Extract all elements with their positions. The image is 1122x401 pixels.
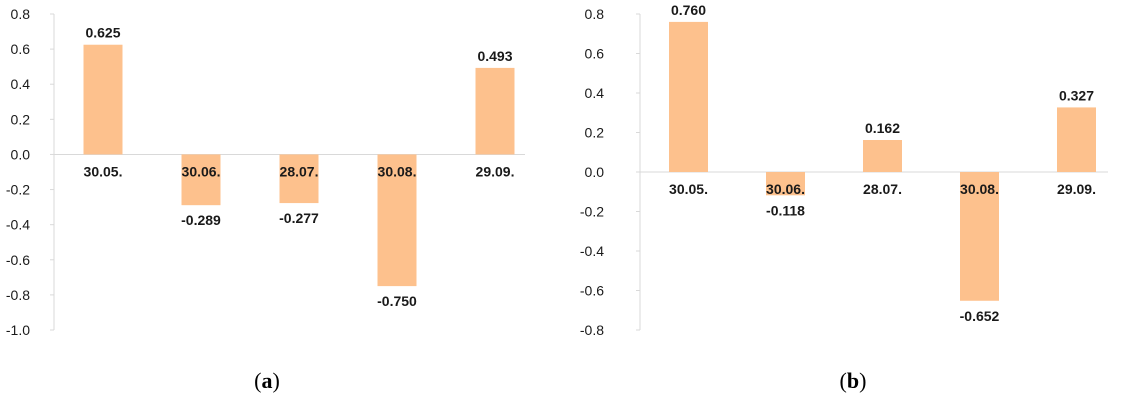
y-tick-label: 0.2 — [585, 125, 605, 141]
bar — [1057, 107, 1096, 172]
y-tick-label: -0.6 — [6, 252, 30, 268]
category-label: 29.09. — [476, 163, 515, 179]
category-label: 28.07. — [863, 181, 902, 197]
category-label: 28.07. — [280, 163, 319, 179]
category-label: 30.08. — [378, 163, 417, 179]
y-tick-label: -0.2 — [580, 204, 604, 220]
data-label: -0.118 — [766, 202, 805, 218]
category-label: 30.06. — [182, 163, 221, 179]
y-tick-label: 0.0 — [11, 146, 31, 162]
bar — [766, 172, 805, 196]
y-tick-label: -0.4 — [6, 217, 30, 233]
bar — [475, 67, 515, 155]
data-label: -0.750 — [377, 293, 417, 309]
bar — [279, 154, 319, 204]
y-tick-label: 0.6 — [11, 41, 31, 57]
y-tick-label: 0.6 — [585, 46, 605, 62]
y-tick-label: -0.6 — [580, 283, 604, 299]
data-label: -0.289 — [181, 212, 221, 228]
y-tick-label: -0.4 — [580, 243, 604, 259]
bar — [863, 140, 902, 172]
y-tick-label: 0.4 — [585, 85, 605, 101]
bar — [377, 154, 417, 287]
data-label: 0.760 — [671, 2, 706, 18]
y-tick-label: 0.0 — [585, 164, 605, 180]
y-tick-label: 0.2 — [11, 111, 31, 127]
data-label: 0.625 — [85, 25, 120, 41]
data-label: 0.493 — [477, 48, 512, 64]
bar — [960, 172, 999, 301]
y-tick-label: 0.8 — [585, 6, 605, 22]
y-tick-label: -0.8 — [6, 287, 30, 303]
category-label: 30.05. — [669, 181, 708, 197]
y-tick-label: -1.0 — [6, 322, 30, 338]
chart-panel-a: 0.8 0.6 0.4 0.2 0.0 -0.2 -0.4 -0.6 -0.8 -1.0 30.05… — [6, 6, 525, 338]
caption-b: (b) — [840, 368, 867, 393]
y-tick-label: -0.2 — [6, 182, 30, 198]
y-tick-label: 0.4 — [11, 76, 31, 92]
bar — [83, 44, 123, 155]
y-tick-label: 0.8 — [11, 6, 31, 22]
data-label: 0.327 — [1059, 87, 1094, 103]
chart-panel-b: 0.8 0.6 0.4 0.2 0.0 -0.2 -0.4 -0.6 -0.8 30.05. 0.7… — [580, 2, 1108, 338]
data-label: -0.277 — [279, 210, 319, 226]
y-tick-label: -0.8 — [580, 322, 604, 338]
category-label: 30.06. — [766, 181, 805, 197]
data-label: -0.652 — [960, 308, 1000, 324]
bar — [669, 21, 708, 173]
category-label: 30.05. — [84, 163, 123, 179]
category-label: 29.09. — [1057, 181, 1096, 197]
caption-a: (a) — [254, 368, 280, 393]
data-label: 0.162 — [865, 120, 900, 136]
category-label: 30.08. — [960, 181, 999, 197]
bar — [181, 154, 221, 206]
